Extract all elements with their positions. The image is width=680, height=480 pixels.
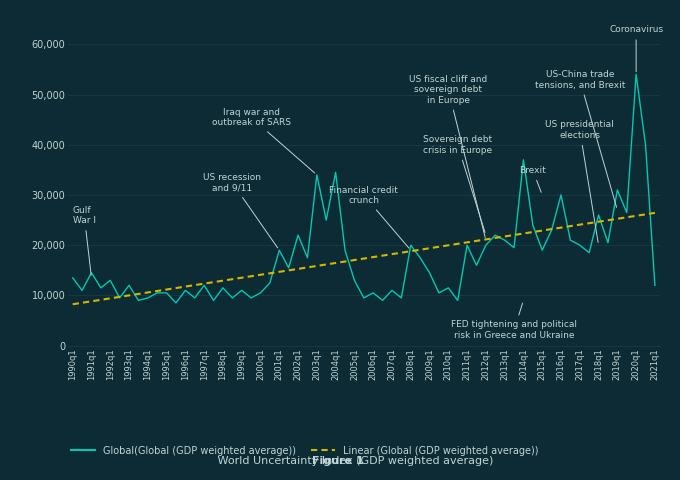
- Text: US recession
and 9/11: US recession and 9/11: [203, 173, 277, 248]
- Text: World Uncertainty Index (GDP weighted average): World Uncertainty Index (GDP weighted av…: [186, 456, 494, 466]
- Text: US presidential
elections: US presidential elections: [545, 120, 614, 242]
- Text: Iraq war and
outbreak of SARS: Iraq war and outbreak of SARS: [211, 108, 315, 173]
- Text: Figure 1: Figure 1: [312, 456, 368, 466]
- Text: US fiscal cliff and
sovereign debt
in Europe: US fiscal cliff and sovereign debt in Eu…: [409, 75, 488, 238]
- Text: Sovereign debt
crisis in Europe: Sovereign debt crisis in Europe: [423, 135, 492, 232]
- Text: Financial credit
crunch: Financial credit crunch: [329, 186, 409, 248]
- Text: US-China trade
tensions, and Brexit: US-China trade tensions, and Brexit: [534, 70, 625, 207]
- Text: FED tightening and political
risk in Greece and Ukraine: FED tightening and political risk in Gre…: [451, 303, 577, 340]
- Legend: Global(Global (GDP weighted average)), Linear (Global (GDP weighted average)): Global(Global (GDP weighted average)), L…: [67, 442, 542, 460]
- Text: Coronavirus: Coronavirus: [609, 25, 663, 72]
- Text: Brexit: Brexit: [520, 166, 546, 192]
- Text: Gulf
War I: Gulf War I: [73, 206, 96, 275]
